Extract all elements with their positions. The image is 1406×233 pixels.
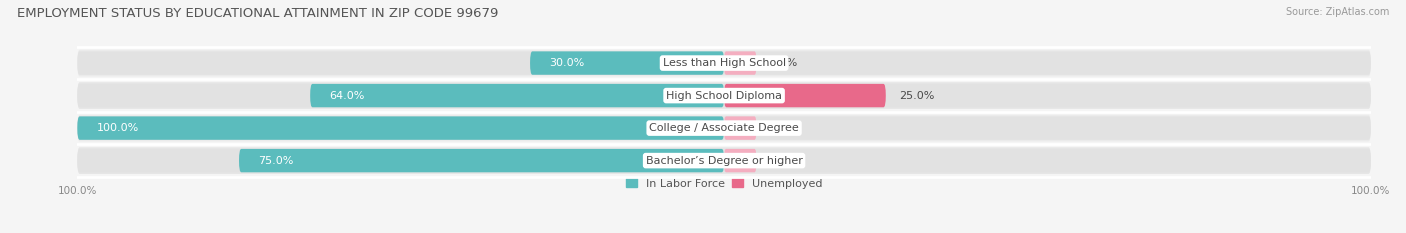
- FancyBboxPatch shape: [77, 51, 1371, 75]
- FancyBboxPatch shape: [530, 51, 724, 75]
- Text: Bachelor’s Degree or higher: Bachelor’s Degree or higher: [645, 156, 803, 166]
- FancyBboxPatch shape: [77, 149, 1371, 172]
- FancyBboxPatch shape: [239, 149, 724, 172]
- Text: Source: ZipAtlas.com: Source: ZipAtlas.com: [1285, 7, 1389, 17]
- Text: 0.0%: 0.0%: [769, 156, 797, 166]
- FancyBboxPatch shape: [77, 147, 1371, 174]
- FancyBboxPatch shape: [77, 115, 1371, 141]
- Text: 64.0%: 64.0%: [329, 91, 366, 101]
- Text: 30.0%: 30.0%: [550, 58, 585, 68]
- FancyBboxPatch shape: [311, 84, 724, 107]
- Text: Less than High School: Less than High School: [662, 58, 786, 68]
- Text: 75.0%: 75.0%: [259, 156, 294, 166]
- Text: 0.0%: 0.0%: [769, 123, 797, 133]
- Text: 100.0%: 100.0%: [97, 123, 139, 133]
- Text: College / Associate Degree: College / Associate Degree: [650, 123, 799, 133]
- FancyBboxPatch shape: [77, 116, 1371, 140]
- Text: 25.0%: 25.0%: [898, 91, 934, 101]
- FancyBboxPatch shape: [77, 50, 1371, 76]
- Text: 0.0%: 0.0%: [769, 58, 797, 68]
- Text: EMPLOYMENT STATUS BY EDUCATIONAL ATTAINMENT IN ZIP CODE 99679: EMPLOYMENT STATUS BY EDUCATIONAL ATTAINM…: [17, 7, 498, 20]
- FancyBboxPatch shape: [77, 84, 1371, 107]
- FancyBboxPatch shape: [77, 116, 724, 140]
- FancyBboxPatch shape: [724, 84, 886, 107]
- FancyBboxPatch shape: [724, 116, 756, 140]
- FancyBboxPatch shape: [77, 82, 1371, 109]
- FancyBboxPatch shape: [724, 149, 756, 172]
- Legend: In Labor Force, Unemployed: In Labor Force, Unemployed: [621, 174, 827, 193]
- Text: High School Diploma: High School Diploma: [666, 91, 782, 101]
- FancyBboxPatch shape: [724, 51, 756, 75]
